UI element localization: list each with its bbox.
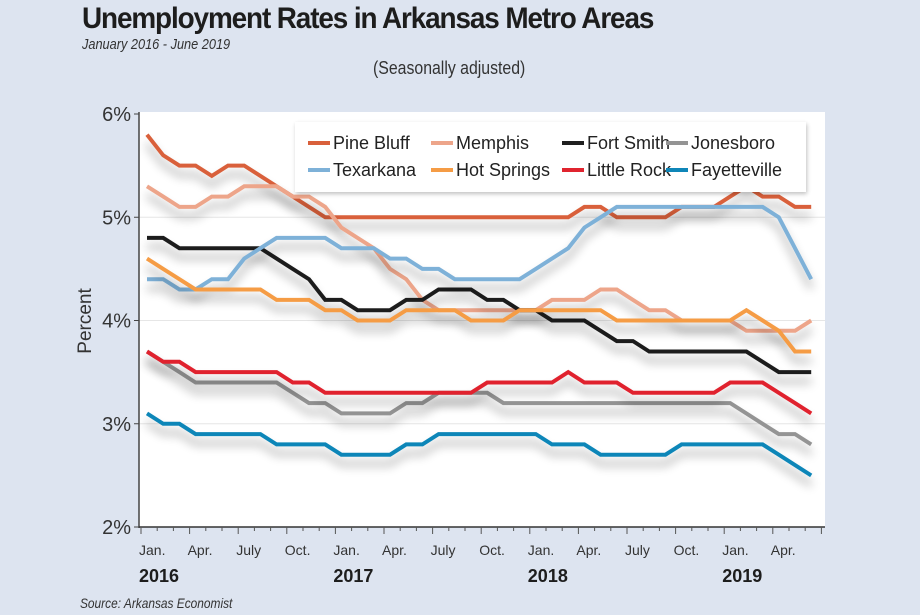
year-label: 2018 <box>528 566 568 586</box>
seasonal-note: (Seasonally adjusted) <box>373 58 526 78</box>
legend-box <box>295 122 806 192</box>
x-tick-label: July <box>625 542 650 558</box>
legend-label: Little Rock <box>587 160 672 180</box>
y-tick-label: 3% <box>102 414 131 436</box>
legend-label: Fort Smith <box>587 133 670 153</box>
year-label: 2016 <box>139 566 179 586</box>
x-tick-label: Oct. <box>479 542 505 558</box>
x-tick-label: Jan. <box>139 542 165 558</box>
x-tick-label: July <box>431 542 456 558</box>
series-line-jonesboro <box>145 349 813 447</box>
x-tick-label: Jan. <box>333 542 359 558</box>
legend-label: Pine Bluff <box>333 133 411 153</box>
x-tick-label: Oct. <box>674 542 700 558</box>
series-line-fayetteville <box>145 411 813 478</box>
series-line-texarkana <box>147 204 813 292</box>
x-tick-label: Apr. <box>576 542 601 558</box>
axes: 2% 3% 4% 5% 6% Jan. Apr. July Oct. Jan. Apr. July Oc… <box>102 104 825 586</box>
x-tick-label: Jan. <box>722 542 748 558</box>
legend-label: Hot Springs <box>456 160 550 180</box>
legend-label: Jonesboro <box>691 133 775 153</box>
legend-label: Fayetteville <box>691 160 782 180</box>
legend: Pine Bluff Memphis Fort Smith Jonesboro Texa… <box>295 122 806 192</box>
y-axis-label: Percent <box>75 288 96 354</box>
chart-subtitle: January 2016 - June 2019 <box>82 36 231 53</box>
y-tick-label: 6% <box>102 104 131 126</box>
x-tick-label: Oct. <box>285 542 311 558</box>
source-note: Source: Arkansas Economist <box>80 595 233 611</box>
legend-label: Texarkana <box>333 160 417 180</box>
series-lines <box>145 133 813 478</box>
legend-label: Memphis <box>456 133 529 153</box>
x-tick-label: Apr. <box>771 542 796 558</box>
x-tick-label: Apr. <box>382 542 407 558</box>
x-tick-label: July <box>236 542 261 558</box>
series-line-hot-springs <box>145 256 812 354</box>
year-label: 2019 <box>722 566 762 586</box>
series-line-little-rock <box>145 349 813 416</box>
year-label: 2017 <box>333 566 373 586</box>
y-tick-label: 5% <box>102 207 131 229</box>
x-tick-label: Jan. <box>528 542 554 558</box>
y-tick-label: 4% <box>102 311 131 333</box>
x-tick-label: Apr. <box>188 542 213 558</box>
chart-title: Unemployment Rates in Arkansas Metro Are… <box>82 2 654 35</box>
y-tick-label: 2% <box>102 517 131 539</box>
